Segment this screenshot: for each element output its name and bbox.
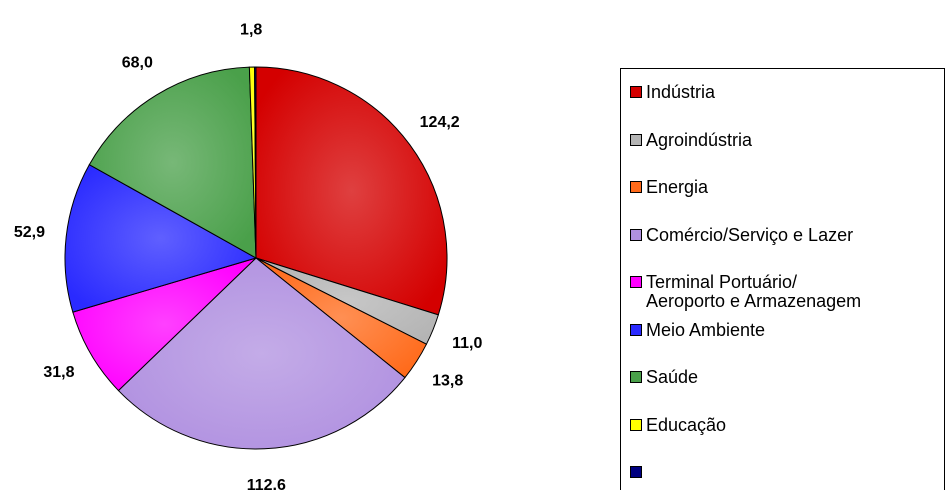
legend-label: Comércio/Serviço e Lazer	[646, 224, 854, 245]
legend-swatch	[630, 181, 642, 193]
legend-swatch	[630, 133, 642, 146]
data-label: 31,8	[43, 364, 74, 381]
legend-label: Terminal Portuário/ Aeroporto e Armazena…	[646, 272, 862, 311]
legend-label: Educação	[646, 414, 727, 435]
data-label: 68,0	[122, 55, 153, 72]
legend-swatch	[630, 418, 642, 431]
legend-swatch	[630, 323, 642, 336]
legend-swatch	[630, 371, 642, 383]
legend-swatch	[630, 466, 642, 478]
pie-slice	[64, 163, 258, 313]
legend-label: Indústria	[646, 82, 716, 102]
data-label: 11,0	[452, 335, 482, 352]
data-label: 112,6	[247, 477, 286, 490]
data-label: 52,9	[14, 224, 45, 241]
pie-slice	[255, 66, 448, 316]
pie-slice	[117, 257, 406, 450]
pie-slice	[254, 66, 257, 259]
legend-swatch	[630, 228, 642, 241]
legend-swatch	[630, 86, 642, 98]
legend-label: Energia	[646, 177, 709, 197]
pie-chart: 124,2 11,0 13,8 112,6 31,8 52,9 68,0 1,8	[14, 21, 483, 490]
legend-label: Meio Ambiente	[646, 319, 766, 340]
data-label: 13,8	[432, 373, 463, 390]
legend-swatch	[630, 276, 642, 288]
pie-slice	[88, 66, 257, 259]
legend-label: Agroindústria	[646, 129, 753, 150]
legend-label: Saúde	[646, 367, 699, 387]
legend: Indústria Agroindústria Energia Comércio/Se…	[620, 68, 945, 490]
data-label: 1,8	[240, 21, 262, 38]
data-label: 124,2	[420, 114, 460, 131]
